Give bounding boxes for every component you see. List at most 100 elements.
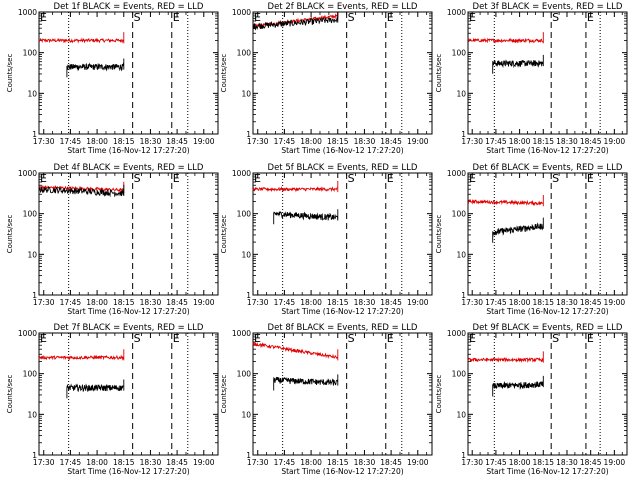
x-tick-label: 18:15 bbox=[532, 298, 554, 307]
y-tick-label: 100 bbox=[23, 370, 38, 379]
x-tick-label: 17:30 bbox=[247, 137, 269, 146]
detector-panel: Det 4f BLACK = Events, RED = LLD 1 10 100 10… bbox=[6, 163, 219, 316]
y-tick-label: 10 bbox=[241, 250, 251, 259]
time-marker-label: E bbox=[173, 172, 180, 185]
x-tick-label: 17:45 bbox=[485, 298, 507, 307]
y-tick-label: 1000 bbox=[232, 329, 251, 338]
y-axis-label: Counts/sec bbox=[220, 215, 228, 254]
time-marker-label: S bbox=[134, 11, 141, 24]
x-tick-label: 18:45 bbox=[166, 458, 188, 467]
time-marker-label: E bbox=[40, 11, 47, 24]
y-tick-label: 1 bbox=[246, 130, 251, 139]
events-series-line bbox=[38, 184, 125, 198]
y-tick-label: 10 bbox=[456, 250, 466, 259]
time-marker-label: S bbox=[552, 332, 559, 345]
x-tick-label: 19:00 bbox=[407, 458, 429, 467]
x-tick-label: 19:00 bbox=[193, 298, 215, 307]
events-series-line bbox=[273, 209, 339, 222]
y-tick-label: 100 bbox=[452, 370, 467, 379]
panel-title: Det 8f BLACK = Events, RED = LLD bbox=[268, 323, 418, 333]
x-tick-label: 17:30 bbox=[247, 458, 269, 467]
y-tick-label: 1 bbox=[32, 130, 37, 139]
plot-frame bbox=[467, 11, 628, 135]
y-tick-label: 1 bbox=[32, 451, 37, 460]
x-tick-label: 18:00 bbox=[300, 458, 322, 467]
detector-panel: Det 5f BLACK = Events, RED = LLD 1 10 100 10… bbox=[220, 163, 433, 316]
y-tick-label: 1000 bbox=[18, 329, 37, 338]
lld-series-line bbox=[38, 32, 125, 44]
x-tick-label: 17:45 bbox=[485, 137, 507, 146]
x-axis-label: Start Time (16-Nov-12 17:27:20) bbox=[67, 467, 189, 476]
x-tick-label: 18:30 bbox=[354, 298, 376, 307]
detector-panel: Det 6f BLACK = Events, RED = LLD 1 10 100 10… bbox=[435, 163, 628, 316]
y-tick-label: 100 bbox=[452, 49, 467, 58]
plot-frame bbox=[252, 332, 433, 456]
x-tick-label: 17:30 bbox=[461, 137, 483, 146]
y-tick-label: 10 bbox=[456, 410, 466, 419]
panel-title: Det 2f BLACK = Events, RED = LLD bbox=[268, 2, 418, 12]
x-tick-label: 18:45 bbox=[580, 458, 602, 467]
x-axis-label: Start Time (16-Nov-12 17:27:20) bbox=[67, 307, 189, 316]
time-marker-label: E bbox=[387, 172, 394, 185]
x-axis-label: Start Time (16-Nov-12 17:27:20) bbox=[281, 307, 403, 316]
y-axis-label: Counts/sec bbox=[435, 54, 443, 93]
time-marker-label: E bbox=[469, 172, 476, 185]
x-axis-label: Start Time (16-Nov-12 17:27:20) bbox=[486, 307, 608, 316]
x-tick-label: 17:45 bbox=[274, 458, 296, 467]
x-tick-label: 18:00 bbox=[509, 298, 531, 307]
plot-frame bbox=[467, 332, 628, 456]
x-tick-label: 18:30 bbox=[140, 458, 162, 467]
x-tick-label: 18:00 bbox=[509, 458, 531, 467]
x-tick-label: 18:15 bbox=[532, 458, 554, 467]
x-tick-label: 18:00 bbox=[509, 137, 531, 146]
x-tick-label: 19:00 bbox=[407, 137, 429, 146]
y-axis-label: Counts/sec bbox=[220, 54, 228, 93]
x-tick-label: 18:45 bbox=[580, 298, 602, 307]
x-tick-label: 18:45 bbox=[380, 458, 402, 467]
y-axis-label: Counts/sec bbox=[435, 375, 443, 414]
x-tick-label: 18:30 bbox=[556, 458, 578, 467]
x-tick-label: 17:30 bbox=[247, 298, 269, 307]
x-tick-label: 18:15 bbox=[113, 458, 135, 467]
y-tick-label: 1 bbox=[461, 130, 466, 139]
time-marker-label: S bbox=[348, 11, 355, 24]
y-tick-label: 1 bbox=[461, 291, 466, 300]
y-tick-label: 1000 bbox=[232, 8, 251, 17]
y-tick-label: 10 bbox=[241, 410, 251, 419]
x-tick-label: 18:00 bbox=[86, 298, 108, 307]
y-tick-label: 100 bbox=[237, 49, 252, 58]
events-series-line bbox=[492, 54, 544, 69]
y-axis-label: Counts/sec bbox=[220, 375, 228, 414]
panel-title: Det 7f BLACK = Events, RED = LLD bbox=[54, 323, 204, 333]
x-tick-label: 18:30 bbox=[354, 458, 376, 467]
panel-title: Det 3f BLACK = Events, RED = LLD bbox=[473, 2, 623, 12]
x-axis-label: Start Time (16-Nov-12 17:27:20) bbox=[486, 146, 608, 155]
y-tick-label: 10 bbox=[241, 89, 251, 98]
plot-frame bbox=[252, 172, 433, 296]
y-tick-label: 1000 bbox=[232, 169, 251, 178]
x-tick-label: 18:30 bbox=[140, 137, 162, 146]
y-tick-label: 1 bbox=[461, 451, 466, 460]
y-tick-label: 100 bbox=[237, 210, 252, 219]
y-tick-label: 100 bbox=[23, 49, 38, 58]
x-tick-label: 18:45 bbox=[580, 137, 602, 146]
time-marker-label: E bbox=[173, 11, 180, 24]
time-marker-label: E bbox=[587, 172, 594, 185]
x-tick-label: 18:15 bbox=[327, 298, 349, 307]
time-marker-label: E bbox=[254, 172, 261, 185]
panel-title: Det 9f BLACK = Events, RED = LLD bbox=[473, 323, 623, 333]
time-marker-label: E bbox=[387, 11, 394, 24]
plot-frame bbox=[252, 11, 433, 135]
y-tick-label: 100 bbox=[237, 370, 252, 379]
x-tick-label: 19:00 bbox=[604, 298, 626, 307]
x-tick-label: 17:30 bbox=[33, 298, 55, 307]
x-tick-label: 17:30 bbox=[461, 458, 483, 467]
x-tick-label: 19:00 bbox=[407, 298, 429, 307]
lld-series-line bbox=[467, 195, 544, 207]
time-marker-label: E bbox=[254, 332, 261, 345]
panel-title: Det 1f BLACK = Events, RED = LLD bbox=[54, 2, 204, 12]
x-axis-label: Start Time (16-Nov-12 17:27:20) bbox=[281, 146, 403, 155]
events-series-line bbox=[273, 374, 339, 386]
x-tick-label: 18:45 bbox=[166, 298, 188, 307]
